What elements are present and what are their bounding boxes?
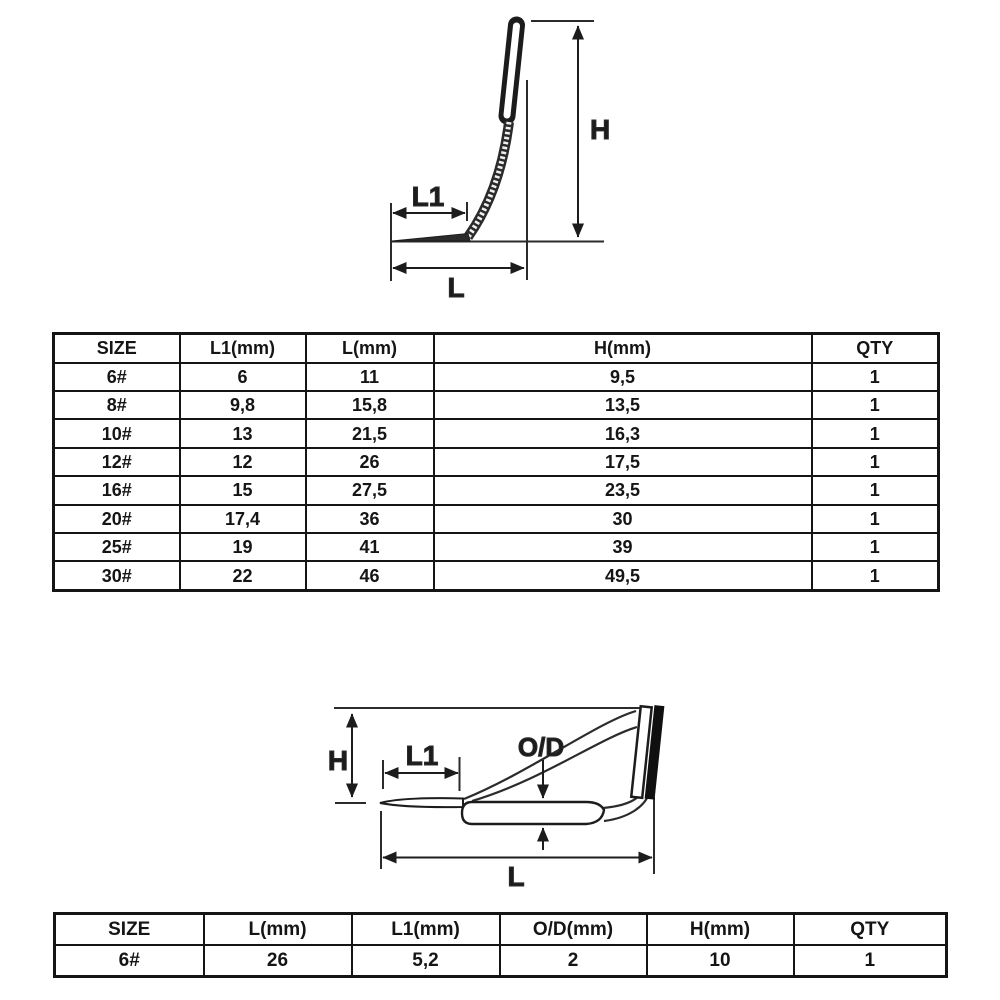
table-cell: 26: [304, 446, 435, 478]
header-cell-l1: L1(mm): [178, 332, 307, 364]
table-cell: 10: [645, 944, 795, 978]
table-row: 6# 6 11 9,5 1: [52, 361, 940, 392]
table-cell: 6#: [52, 361, 181, 392]
table-cell: 9,8: [178, 389, 307, 421]
table-cell: 1: [810, 560, 940, 592]
header-cell-l: L(mm): [202, 912, 353, 946]
table-cell: 13,5: [432, 389, 813, 421]
top-h-label: H: [590, 114, 610, 145]
header-cell-h: H(mm): [432, 332, 813, 364]
table-cell: 9,5: [432, 361, 813, 392]
table-cell: 16,3: [432, 418, 813, 449]
table-cell: 17,5: [432, 446, 813, 478]
table-cell: 8#: [52, 389, 181, 421]
table-cell: 15,8: [304, 389, 435, 421]
table-cell: 30#: [52, 560, 181, 592]
table-row: 16# 15 27,5 23,5 1: [52, 475, 940, 506]
size-spec-table: SIZE L1(mm) L(mm) H(mm) QTY 6# 6 11 9,5 …: [52, 332, 940, 592]
table-row: 20# 17,4 36 30 1: [52, 503, 940, 534]
bottom-l1-label: L1: [406, 740, 439, 771]
table-row: 6# 26 5,2 2 10 1: [53, 944, 948, 978]
table-cell: 2: [498, 944, 648, 978]
table-cell: 49,5: [432, 560, 813, 592]
table-cell: 17,4: [178, 503, 307, 534]
bottom-od-label: O/D: [518, 732, 564, 762]
table-cell: 1: [810, 389, 940, 421]
header-cell-qty: QTY: [810, 332, 940, 364]
header-cell-l1: L1(mm): [350, 912, 501, 946]
table-cell: 25#: [52, 531, 181, 563]
table-cell: 36: [304, 503, 435, 534]
header-cell-qty: QTY: [792, 912, 948, 946]
table-header-row: SIZE L1(mm) L(mm) H(mm) QTY: [52, 332, 940, 364]
bottom-guide-tube: [460, 800, 606, 826]
table-cell: 22: [178, 560, 307, 592]
table-cell: 1: [810, 361, 940, 392]
header-cell-l: L(mm): [304, 332, 435, 364]
table-row: 25# 19 41 39 1: [52, 531, 940, 563]
table-cell: 1: [810, 531, 940, 563]
single-size-spec-table: SIZE L(mm) L1(mm) O/D(mm) H(mm) QTY 6# 2…: [53, 912, 948, 978]
table-cell: 26: [202, 944, 353, 978]
top-guide-foot: [391, 232, 471, 242]
table-cell: 1: [810, 475, 940, 506]
table-cell: 16#: [52, 475, 181, 506]
table-cell: 11: [304, 361, 435, 392]
bottom-l-label: L: [507, 861, 524, 892]
table-cell: 12#: [52, 446, 181, 478]
top-guide-leg: [463, 121, 514, 240]
top-diagram: H L1 L: [390, 16, 611, 304]
table-cell: 20#: [52, 503, 181, 534]
top-l-label: L: [447, 272, 464, 303]
table-cell: 46: [304, 560, 435, 592]
table-cell: 12: [178, 446, 307, 478]
table-header-row: SIZE L(mm) L1(mm) O/D(mm) H(mm) QTY: [53, 912, 948, 946]
table-row: 8# 9,8 15,8 13,5 1: [52, 389, 940, 421]
top-guide-ring: [498, 16, 525, 125]
table-cell: 23,5: [432, 475, 813, 506]
bottom-diagram: H L1 O/D L: [327, 704, 665, 893]
table-cell: 6#: [53, 944, 205, 978]
table-cell: 21,5: [304, 418, 435, 449]
table-cell: 5,2: [350, 944, 501, 978]
table-cell: 39: [432, 531, 813, 563]
table-cell: 1: [810, 503, 940, 534]
header-cell-od: O/D(mm): [498, 912, 648, 946]
table-cell: 13: [178, 418, 307, 449]
top-l1-label: L1: [412, 181, 445, 212]
table-cell: 15: [178, 475, 307, 506]
table-cell: 1: [810, 418, 940, 449]
table-row: 10# 13 21,5 16,3 1: [52, 418, 940, 449]
table-cell: 41: [304, 531, 435, 563]
table-cell: 10#: [52, 418, 181, 449]
header-cell-h: H(mm): [645, 912, 795, 946]
table-cell: 27,5: [304, 475, 435, 506]
bottom-guide-tip: [379, 797, 464, 809]
table-cell: 1: [810, 446, 940, 478]
table-cell: 30: [432, 503, 813, 534]
table-row: 30# 22 46 49,5 1: [52, 560, 940, 592]
table-cell: 1: [792, 944, 948, 978]
table-row: 12# 12 26 17,5 1: [52, 446, 940, 478]
bottom-h-label: H: [328, 745, 348, 776]
table-cell: 6: [178, 361, 307, 392]
header-cell-size: SIZE: [53, 912, 205, 946]
bottom-guide-ring: [629, 704, 665, 800]
header-cell-size: SIZE: [52, 332, 181, 364]
table-cell: 19: [178, 531, 307, 563]
